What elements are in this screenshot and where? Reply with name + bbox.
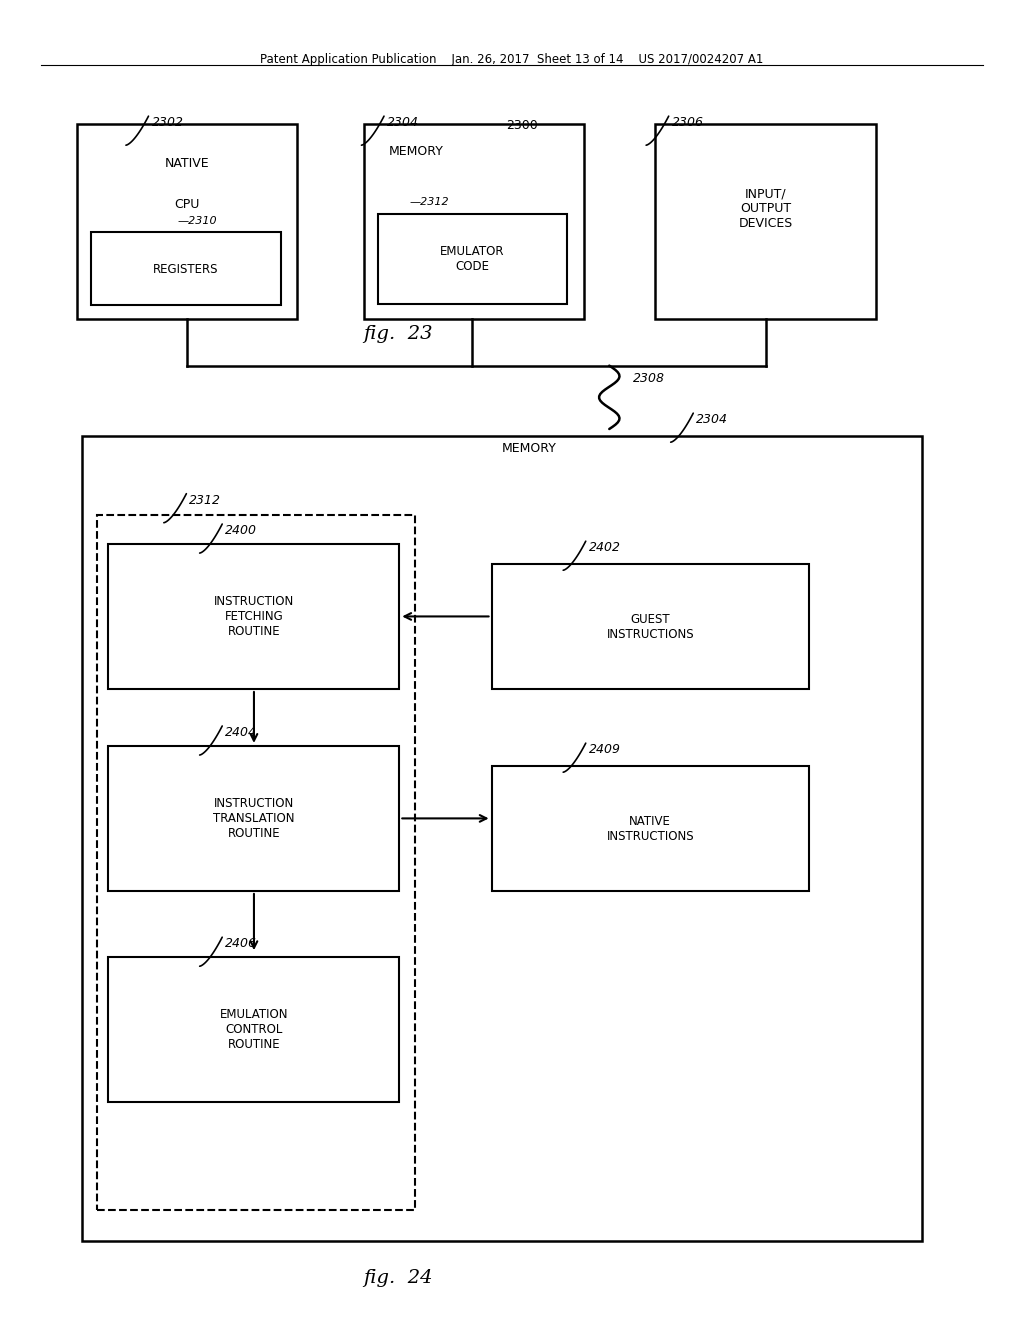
Text: Patent Application Publication    Jan. 26, 2017  Sheet 13 of 14    US 2017/00242: Patent Application Publication Jan. 26, …	[260, 53, 764, 66]
Bar	[108, 544, 399, 689]
Text: NATIVE: NATIVE	[165, 157, 210, 170]
Text: INSTRUCTION
FETCHING
ROUTINE: INSTRUCTION FETCHING ROUTINE	[214, 595, 294, 638]
Text: —2312: —2312	[410, 197, 450, 207]
Text: INSTRUCTION
TRANSLATION
ROUTINE: INSTRUCTION TRANSLATION ROUTINE	[213, 797, 295, 840]
Text: REGISTERS: REGISTERS	[153, 263, 218, 276]
Text: 2304: 2304	[696, 413, 728, 426]
Bar	[492, 564, 809, 689]
Bar	[378, 214, 567, 304]
Text: CPU: CPU	[175, 198, 200, 211]
Text: 2304: 2304	[387, 116, 419, 129]
Text: 2402: 2402	[589, 541, 621, 554]
Bar	[108, 957, 399, 1102]
Text: —2310: —2310	[177, 215, 217, 226]
Text: EMULATOR
CODE: EMULATOR CODE	[440, 244, 504, 273]
Bar	[364, 124, 584, 319]
Text: 2302: 2302	[152, 116, 183, 129]
Bar	[91, 232, 281, 305]
Text: 2312: 2312	[189, 494, 221, 507]
Text: MEMORY: MEMORY	[502, 442, 557, 455]
Text: GUEST
INSTRUCTIONS: GUEST INSTRUCTIONS	[606, 612, 694, 642]
Bar	[492, 766, 809, 891]
Text: 2300: 2300	[506, 119, 539, 132]
Text: fig.  24: fig. 24	[364, 1269, 433, 1287]
Text: MEMORY: MEMORY	[389, 145, 444, 158]
Bar	[77, 124, 297, 319]
Text: 2400: 2400	[225, 524, 257, 537]
Text: NATIVE
INSTRUCTIONS: NATIVE INSTRUCTIONS	[606, 814, 694, 843]
Text: fig.  23: fig. 23	[364, 325, 433, 343]
Bar	[82, 436, 922, 1241]
Bar	[108, 746, 399, 891]
Bar	[97, 515, 415, 1210]
Text: 2404: 2404	[225, 726, 257, 739]
Text: INPUT/
OUTPUT
DEVICES: INPUT/ OUTPUT DEVICES	[739, 187, 793, 230]
Text: 2406: 2406	[225, 937, 257, 950]
Text: 2306: 2306	[672, 116, 703, 129]
Bar	[655, 124, 876, 319]
Text: 2409: 2409	[589, 743, 621, 756]
Text: 2308: 2308	[633, 372, 665, 385]
Text: EMULATION
CONTROL
ROUTINE: EMULATION CONTROL ROUTINE	[220, 1008, 288, 1051]
